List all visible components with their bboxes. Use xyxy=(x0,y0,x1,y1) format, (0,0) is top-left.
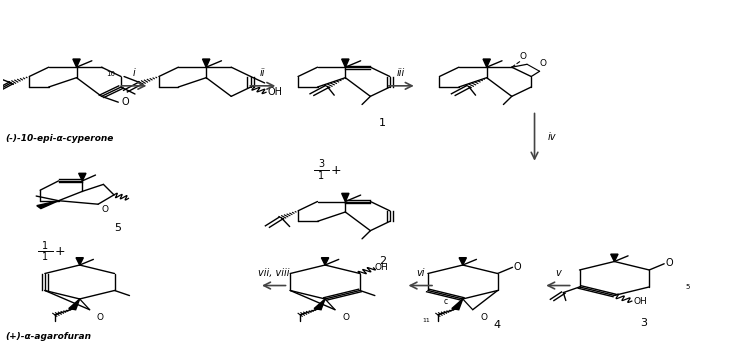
Text: iv: iv xyxy=(548,132,556,142)
Text: OH: OH xyxy=(633,297,646,306)
Text: 11: 11 xyxy=(423,318,430,323)
Text: 1: 1 xyxy=(42,252,48,262)
Text: 1: 1 xyxy=(379,118,386,128)
Text: 2: 2 xyxy=(379,256,387,266)
Text: 1: 1 xyxy=(42,241,48,251)
Polygon shape xyxy=(342,59,349,67)
Text: OH: OH xyxy=(267,87,283,97)
Text: 4: 4 xyxy=(494,321,500,331)
Text: O: O xyxy=(666,258,673,268)
Polygon shape xyxy=(76,258,83,265)
Polygon shape xyxy=(202,59,210,67)
Text: vi: vi xyxy=(416,268,424,278)
Text: O: O xyxy=(520,52,527,61)
Polygon shape xyxy=(314,299,325,310)
Text: c: c xyxy=(444,297,448,306)
Text: +: + xyxy=(331,164,342,177)
Text: O: O xyxy=(97,313,104,322)
Text: 3: 3 xyxy=(640,318,647,328)
Text: O: O xyxy=(480,313,487,322)
Text: 5: 5 xyxy=(114,223,121,233)
Text: 1: 1 xyxy=(318,171,325,181)
Polygon shape xyxy=(73,59,80,67)
Polygon shape xyxy=(611,254,618,261)
Text: OH: OH xyxy=(375,263,389,272)
Text: vii, viii: vii, viii xyxy=(258,268,289,278)
Text: +: + xyxy=(55,245,65,258)
Text: ii: ii xyxy=(260,68,266,78)
Text: 5: 5 xyxy=(686,284,690,290)
Polygon shape xyxy=(79,173,86,181)
Text: O: O xyxy=(122,97,130,107)
Polygon shape xyxy=(483,59,490,67)
Polygon shape xyxy=(342,194,349,201)
Text: 10: 10 xyxy=(106,71,115,77)
Text: O: O xyxy=(342,313,349,322)
Polygon shape xyxy=(452,299,463,310)
Text: O: O xyxy=(102,205,108,214)
Text: (+)-α-agarofuran: (+)-α-agarofuran xyxy=(6,332,92,341)
Text: O: O xyxy=(539,60,547,69)
Text: v: v xyxy=(555,268,561,278)
Polygon shape xyxy=(69,299,80,310)
Text: (-)-10-epi-α-cyperone: (-)-10-epi-α-cyperone xyxy=(6,134,114,143)
Polygon shape xyxy=(321,258,328,265)
Text: 3: 3 xyxy=(318,159,325,169)
Text: O: O xyxy=(514,262,522,272)
Polygon shape xyxy=(37,201,58,209)
Text: i: i xyxy=(133,68,135,78)
Polygon shape xyxy=(459,258,466,265)
Text: iii: iii xyxy=(397,68,405,78)
